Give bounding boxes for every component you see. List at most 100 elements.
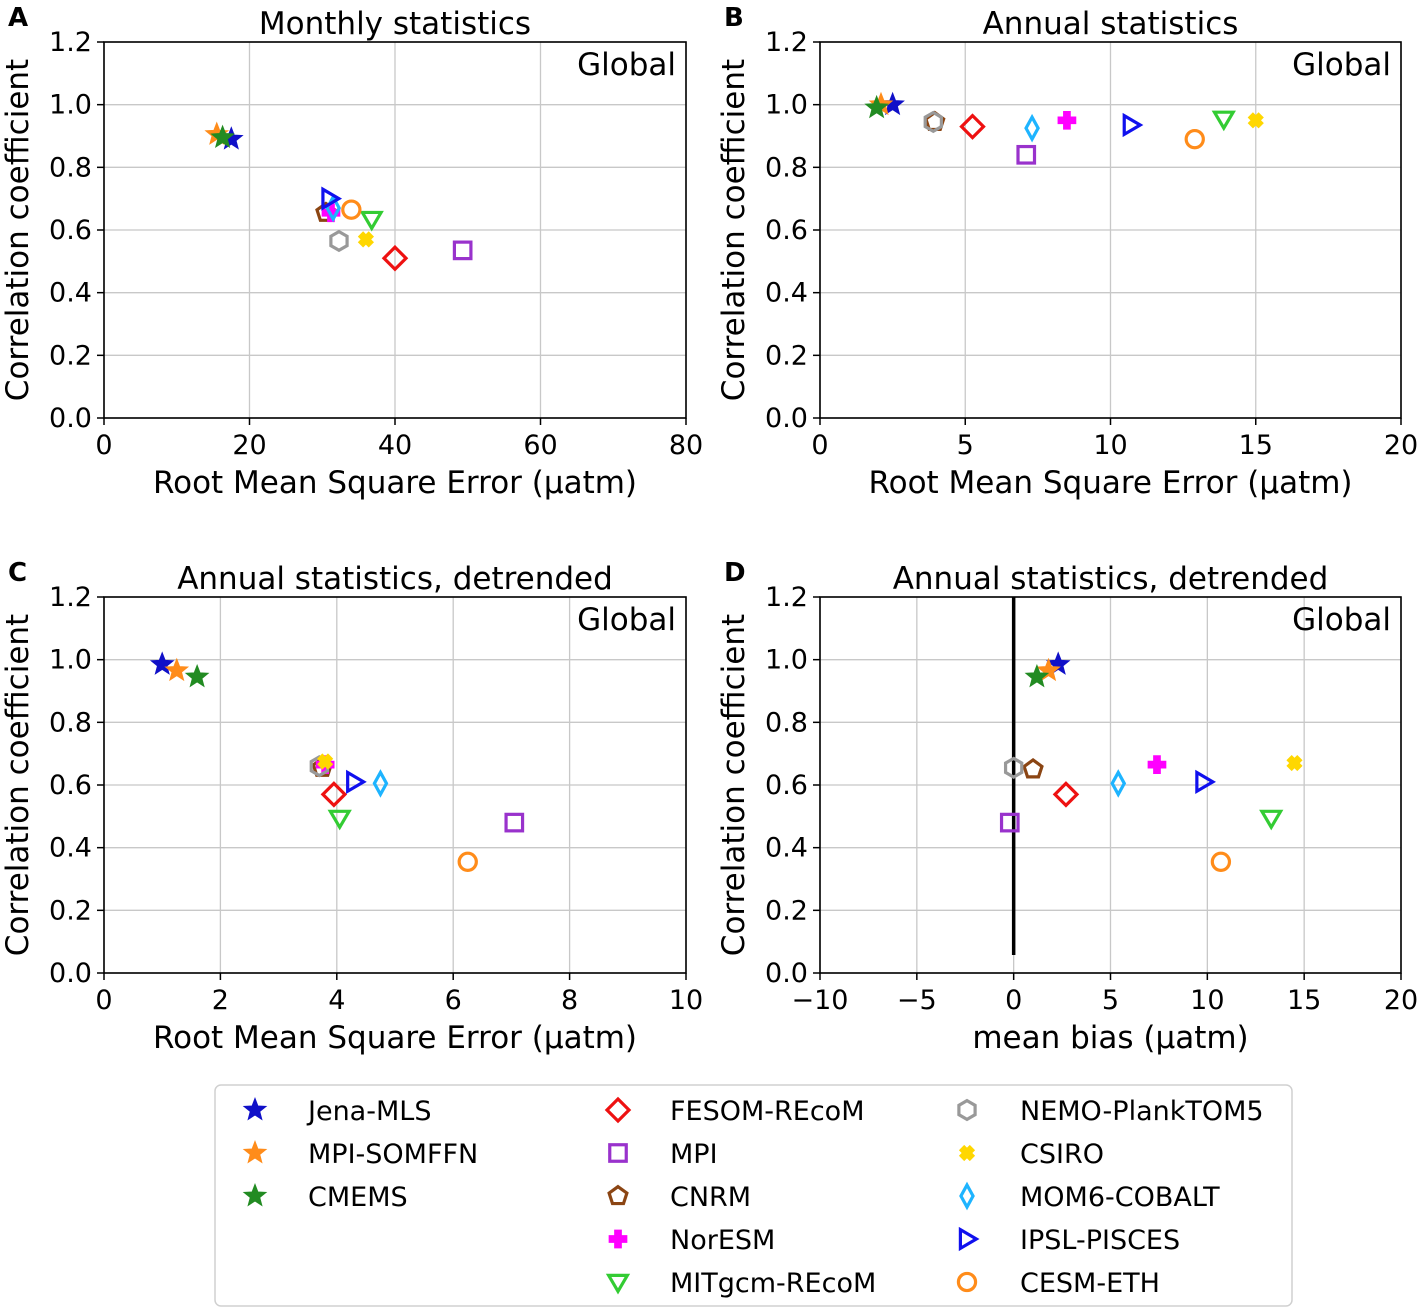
legend-label: IPSL-PISCES bbox=[1020, 1225, 1180, 1256]
point-cesm-eth bbox=[1184, 128, 1205, 150]
y-tick-label: 0.6 bbox=[765, 215, 808, 246]
point-csiro bbox=[357, 231, 374, 248]
y-tick-label: 0.2 bbox=[49, 895, 92, 926]
y-axis-label: Correlation coefficient bbox=[0, 614, 36, 956]
point-mpi bbox=[999, 812, 1020, 833]
legend-marker-cesm-eth bbox=[956, 1271, 978, 1293]
legend-item-csiro: CSIRO bbox=[958, 1139, 1104, 1170]
y-tick-label: 1.2 bbox=[49, 27, 92, 58]
region-label: Global bbox=[1292, 602, 1391, 638]
region-label: Global bbox=[1292, 47, 1391, 83]
point-fesom-recom bbox=[959, 113, 986, 140]
legend-marker-nemo-planktom5 bbox=[957, 1098, 977, 1122]
legend-item-mpi-somffn: MPI-SOMFFN bbox=[242, 1139, 478, 1170]
panel-letter: C bbox=[8, 558, 27, 588]
y-axis-label: Correlation coefficient bbox=[0, 59, 36, 401]
y-axis-label: Correlation coefficient bbox=[716, 614, 752, 956]
point-cesm-eth bbox=[1210, 851, 1232, 872]
x-tick-label: 10 bbox=[1190, 985, 1224, 1016]
grid bbox=[103, 596, 687, 974]
legend-marker-jena-mls bbox=[242, 1097, 268, 1121]
legend-label: MPI bbox=[670, 1139, 718, 1170]
point-fesom-recom bbox=[1052, 781, 1080, 808]
y-tick-label: 0.0 bbox=[765, 403, 808, 434]
point-csiro bbox=[1247, 112, 1264, 129]
legend-item-ipsl-pisces: IPSL-PISCES bbox=[958, 1225, 1180, 1256]
point-mpi bbox=[1016, 144, 1037, 165]
point-cmems bbox=[1024, 663, 1050, 688]
grid bbox=[103, 41, 687, 419]
point-cmems bbox=[184, 663, 210, 688]
legend-label: CNRM bbox=[670, 1182, 751, 1213]
panel-a: 0 20 40 60 80 0.0 0.2 0.4 0.6 0.8 1.0 1.2 Monthly st… bbox=[0, 3, 703, 501]
legend-marker-mom6-cobalt bbox=[959, 1181, 975, 1211]
y-tick-label: 0.8 bbox=[49, 152, 92, 183]
region-label: Global bbox=[577, 47, 676, 83]
point-mpi-somffn bbox=[1036, 657, 1061, 682]
legend-label: NorESM bbox=[670, 1225, 775, 1256]
x-tick-label: 0 bbox=[811, 430, 828, 461]
y-tick-label: 0.6 bbox=[49, 215, 92, 246]
x-tick-label: 60 bbox=[523, 430, 557, 461]
x-tick-label: 10 bbox=[1093, 430, 1127, 461]
panel-c: 0 2 4 6 8 10 0.0 0.2 0.4 0.6 0.8 1.0 1.2 Annual stati… bbox=[0, 558, 703, 1056]
point-cmems bbox=[210, 124, 235, 149]
data-points bbox=[999, 651, 1303, 872]
x-tick-label: 0 bbox=[1005, 985, 1022, 1016]
y-tick-label: 1.0 bbox=[765, 645, 808, 676]
x-tick-label: 20 bbox=[232, 430, 266, 461]
x-tick-label: 20 bbox=[1384, 430, 1418, 461]
y-tick-label: 0.6 bbox=[765, 770, 808, 801]
y-tick-label: 0.8 bbox=[765, 152, 808, 183]
panel-title: Annual statistics, detrended bbox=[177, 561, 613, 597]
point-mpi bbox=[504, 812, 525, 833]
y-tick-label: 0.4 bbox=[765, 833, 808, 864]
y-tick-label: 0.0 bbox=[49, 958, 92, 989]
point-fesom-recom bbox=[320, 781, 348, 808]
legend-item-mpi: MPI bbox=[608, 1139, 718, 1170]
point-cesm-eth bbox=[341, 199, 362, 220]
x-tick-label: 15 bbox=[1239, 430, 1273, 461]
legend-label: MOM6-COBALT bbox=[1020, 1182, 1220, 1213]
x-axis-label: Root Mean Square Error (μatm) bbox=[153, 465, 637, 501]
legend-marker-mitgcm-recom bbox=[605, 1273, 631, 1295]
panel-letter: B bbox=[724, 3, 744, 33]
y-tick-label: 0.4 bbox=[765, 278, 808, 309]
point-csiro bbox=[317, 753, 334, 770]
y-tick-label: 0.2 bbox=[765, 895, 808, 926]
panel-title: Monthly statistics bbox=[259, 6, 531, 42]
point-ipsl-pisces bbox=[1195, 769, 1216, 795]
panel-letter: A bbox=[8, 3, 28, 33]
point-mitgcm-recom bbox=[359, 210, 384, 232]
point-cnrm bbox=[1022, 758, 1044, 779]
data-points bbox=[149, 651, 525, 872]
y-tick-label: 0.8 bbox=[765, 707, 808, 738]
legend-label: CSIRO bbox=[1020, 1139, 1104, 1170]
point-mom6-cobalt bbox=[1110, 769, 1127, 798]
legend-marker-ipsl-pisces bbox=[958, 1226, 980, 1252]
legend-item-cnrm: CNRM bbox=[607, 1182, 751, 1213]
point-jena-mls bbox=[149, 651, 175, 675]
point-mom6-cobalt bbox=[372, 769, 389, 798]
y-tick-label: 0.0 bbox=[765, 958, 808, 989]
y-tick-label: 1.0 bbox=[765, 90, 808, 121]
y-tick-label: 1.2 bbox=[49, 582, 92, 613]
y-tick-label: 0.2 bbox=[49, 340, 92, 371]
panel-title: Annual statistics, detrended bbox=[893, 561, 1329, 597]
point-mitgcm-recom bbox=[1259, 809, 1284, 831]
legend-marker-noresm bbox=[608, 1229, 628, 1249]
point-csiro bbox=[1286, 754, 1303, 772]
x-axis-label: Root Mean Square Error (μatm) bbox=[868, 465, 1352, 501]
x-tick-label: 6 bbox=[445, 985, 462, 1016]
x-tick-label: 0 bbox=[95, 430, 112, 461]
x-tick-label: 20 bbox=[1384, 985, 1418, 1016]
legend-item-cmems: CMEMS bbox=[242, 1182, 408, 1213]
point-noresm bbox=[1057, 110, 1077, 130]
legend-item-mitgcm-recom: MITgcm-REcoM bbox=[605, 1268, 876, 1299]
legend-label: Jena-MLS bbox=[306, 1096, 431, 1127]
y-tick-label: 1.0 bbox=[49, 90, 92, 121]
legend-label: MITgcm-REcoM bbox=[670, 1268, 876, 1299]
point-jena-mls bbox=[1045, 651, 1071, 675]
legend-item-cesm-eth: CESM-ETH bbox=[956, 1268, 1160, 1299]
point-mitgcm-recom bbox=[1211, 110, 1236, 132]
